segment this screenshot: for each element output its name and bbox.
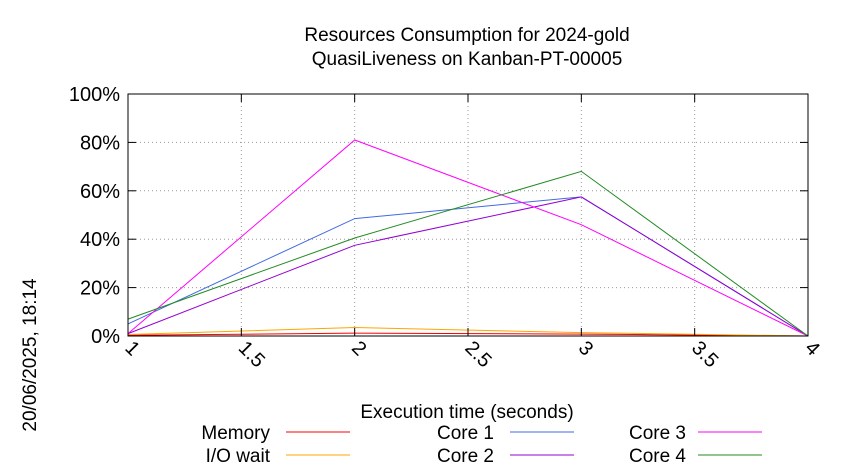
x-tick-label: 3.5 [687, 337, 722, 372]
x-axis-label: Execution time (seconds) [360, 402, 573, 423]
y-tick-label: 60% [80, 181, 120, 203]
chart-subtitle: QuasiLiveness on Kanban-PT-00005 [312, 49, 623, 70]
x-tick-label: 4 [800, 337, 823, 360]
legend-label: Core 4 [629, 446, 686, 467]
x-tick-label: 2.5 [460, 337, 495, 372]
x-tick-label: 1 [120, 337, 143, 360]
legend-label: Core 1 [437, 423, 494, 444]
y-tick-label: 0% [91, 326, 120, 348]
legend-label: Core 3 [629, 423, 686, 444]
y-tick-label: 80% [80, 132, 120, 154]
y-tick-label: 40% [80, 229, 120, 251]
timestamp-label: 20/06/2025, 18:14 [20, 278, 41, 432]
series-line-core-2 [127, 196, 809, 337]
x-tick-label: 2 [347, 337, 370, 360]
legend-label: Core 2 [437, 446, 494, 467]
x-tick-label: 1.5 [234, 337, 269, 372]
legend-label: Memory [201, 423, 270, 444]
chart-title: Resources Consumption for 2024-gold [304, 25, 629, 46]
y-axis-ticks: 0% 20% 40% 60% 80% 100% [69, 84, 808, 348]
x-tick-label: 3 [574, 337, 597, 360]
grid [128, 94, 808, 336]
y-tick-label: 20% [80, 278, 120, 300]
legend-label: I/O wait [206, 446, 271, 467]
series-line-core-4 [127, 170, 809, 337]
series-line-core-3 [127, 139, 809, 337]
y-tick-label: 100% [69, 84, 120, 106]
